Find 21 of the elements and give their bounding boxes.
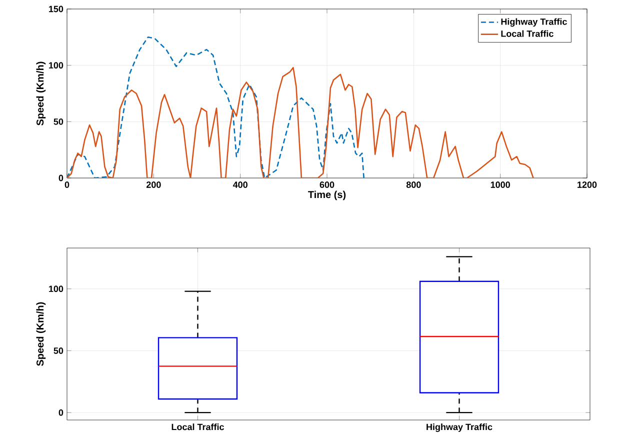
- x-tick-label: 800: [406, 182, 421, 188]
- y-tick-label: 50: [54, 118, 64, 125]
- x-tick-label: 600: [320, 182, 334, 188]
- y-tick-label: 100: [49, 286, 64, 292]
- line-series: [67, 66, 534, 178]
- x-tick-label: 400: [232, 182, 248, 188]
- x-tick-label: 1200: [578, 182, 597, 188]
- legend-label: Highway Traffic: [501, 18, 567, 27]
- x-tick-label: 1000: [490, 182, 510, 188]
- y-tick-label: 0: [58, 409, 64, 416]
- y-tick-label: 50: [54, 348, 64, 354]
- y-tick-label: 0: [58, 174, 64, 182]
- y-tick-label: 100: [49, 62, 64, 69]
- y-axis-title: Speed (Km/h): [36, 302, 46, 366]
- x-tick-label: 200: [146, 182, 161, 188]
- x-tick-label: 0: [64, 182, 70, 188]
- x-axis-title: Time (s): [308, 190, 346, 200]
- legend-label: Local Traffic: [501, 30, 554, 37]
- y-axis-title: Speed (Km/h): [36, 62, 46, 126]
- line-series: [67, 36, 364, 178]
- y-tick-label: 150: [49, 6, 64, 12]
